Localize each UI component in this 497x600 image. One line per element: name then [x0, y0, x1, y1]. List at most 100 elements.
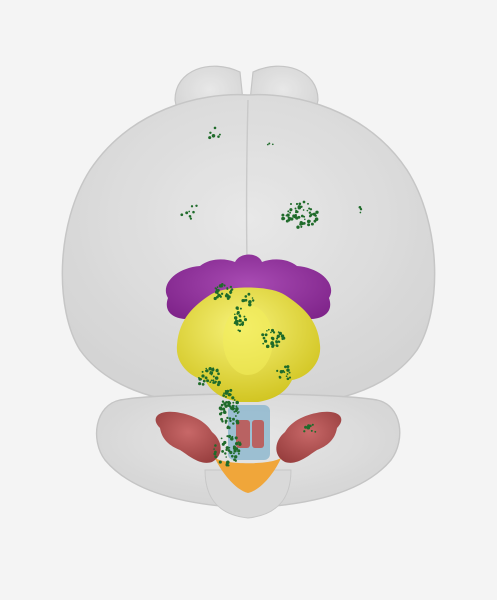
cell-marker [212, 375, 215, 378]
cell-marker [267, 328, 270, 331]
cell-marker [225, 401, 228, 404]
cell-marker [210, 373, 213, 376]
cell-marker [236, 412, 239, 414]
cell-marker [298, 202, 302, 206]
cell-marker [202, 379, 206, 383]
cell-marker [277, 331, 280, 333]
cell-marker [290, 217, 294, 221]
cell-marker [314, 430, 317, 433]
cell-marker [247, 292, 251, 296]
cell-marker [312, 212, 316, 216]
cell-marker [214, 287, 217, 289]
cell-marker [282, 336, 286, 340]
cell-marker [304, 218, 306, 221]
cell-marker [239, 307, 242, 310]
cell-marker [262, 336, 266, 340]
cell-marker [244, 295, 248, 298]
cell-marker [302, 200, 306, 204]
cell-marker [286, 365, 290, 369]
cell-marker [306, 209, 309, 212]
cell-marker [218, 294, 222, 298]
cell-marker [233, 458, 236, 462]
cell-marker [195, 204, 198, 207]
cell-marker [359, 208, 363, 211]
cell-marker [224, 411, 227, 414]
cell-marker [228, 435, 231, 437]
cell-marker [180, 213, 184, 217]
cell-marker [233, 407, 236, 410]
cell-marker [222, 394, 226, 397]
cell-marker [282, 335, 285, 338]
cell-marker [314, 220, 317, 223]
cell-marker [232, 422, 235, 425]
cell-marker [230, 291, 233, 293]
cell-marker [300, 214, 304, 218]
cell-marker [192, 210, 195, 214]
cell-marker [214, 376, 219, 380]
cell-marker [224, 452, 227, 455]
cell-marker [231, 396, 235, 400]
cell-marker [231, 404, 235, 408]
cell-marker [233, 399, 236, 401]
cell-marker [208, 366, 212, 371]
cell-marker [288, 371, 291, 374]
cell-marker [276, 369, 279, 372]
cell-marker [216, 295, 219, 299]
cell-marker [185, 211, 189, 215]
cell-marker [226, 287, 229, 291]
cell-marker [190, 205, 194, 208]
cell-marker [308, 211, 312, 215]
cell-marker [235, 400, 239, 405]
cell-marker [248, 300, 252, 304]
cell-marker [188, 210, 191, 213]
cell-marker [233, 410, 236, 413]
cell-marker [230, 454, 234, 458]
cell-marker [229, 388, 233, 392]
cell-marker [233, 316, 238, 320]
cell-marker [307, 223, 311, 227]
cell-marker [243, 315, 246, 318]
cell-marker [358, 205, 362, 209]
cell-marker [307, 202, 309, 205]
cell-marker [296, 225, 300, 229]
cell-marker [288, 376, 292, 379]
cell-marker [278, 376, 282, 379]
cell-marker [237, 441, 240, 443]
cell-marker [201, 383, 205, 386]
cell-marker [232, 417, 235, 421]
cell-marker [281, 213, 285, 217]
cell-marker [198, 382, 202, 386]
cell-marker [315, 210, 319, 214]
cell-marker [225, 395, 227, 398]
cell-marker [266, 329, 268, 332]
cell-marker [229, 450, 233, 455]
cell-marker [241, 299, 245, 303]
cell-marker [270, 331, 272, 334]
cell-marker [286, 368, 290, 372]
cell-marker [304, 425, 308, 429]
cell-marker [222, 407, 226, 411]
cell-marker [309, 424, 312, 428]
cell-marker [271, 143, 274, 146]
cell-marker [224, 294, 229, 298]
cell-marker [225, 463, 229, 467]
cell-marker [206, 379, 210, 383]
cell-marker [238, 315, 242, 318]
cell-marker [209, 381, 212, 384]
cell-marker [262, 342, 265, 345]
cell-marker [223, 410, 226, 412]
cell-marker [215, 289, 219, 292]
cell-marker [226, 297, 230, 300]
cell-marker [217, 372, 220, 376]
cell-marker [270, 341, 274, 346]
cell-marker [224, 421, 227, 424]
cell-marker [214, 380, 217, 384]
cell-marker [201, 374, 205, 378]
cell-marker [228, 427, 231, 430]
cell-marker [265, 344, 270, 349]
cell-marker [286, 377, 290, 381]
red-region [155, 411, 342, 463]
cell-marker [224, 419, 228, 423]
cell-marker [232, 401, 235, 404]
orange-region [215, 458, 281, 493]
